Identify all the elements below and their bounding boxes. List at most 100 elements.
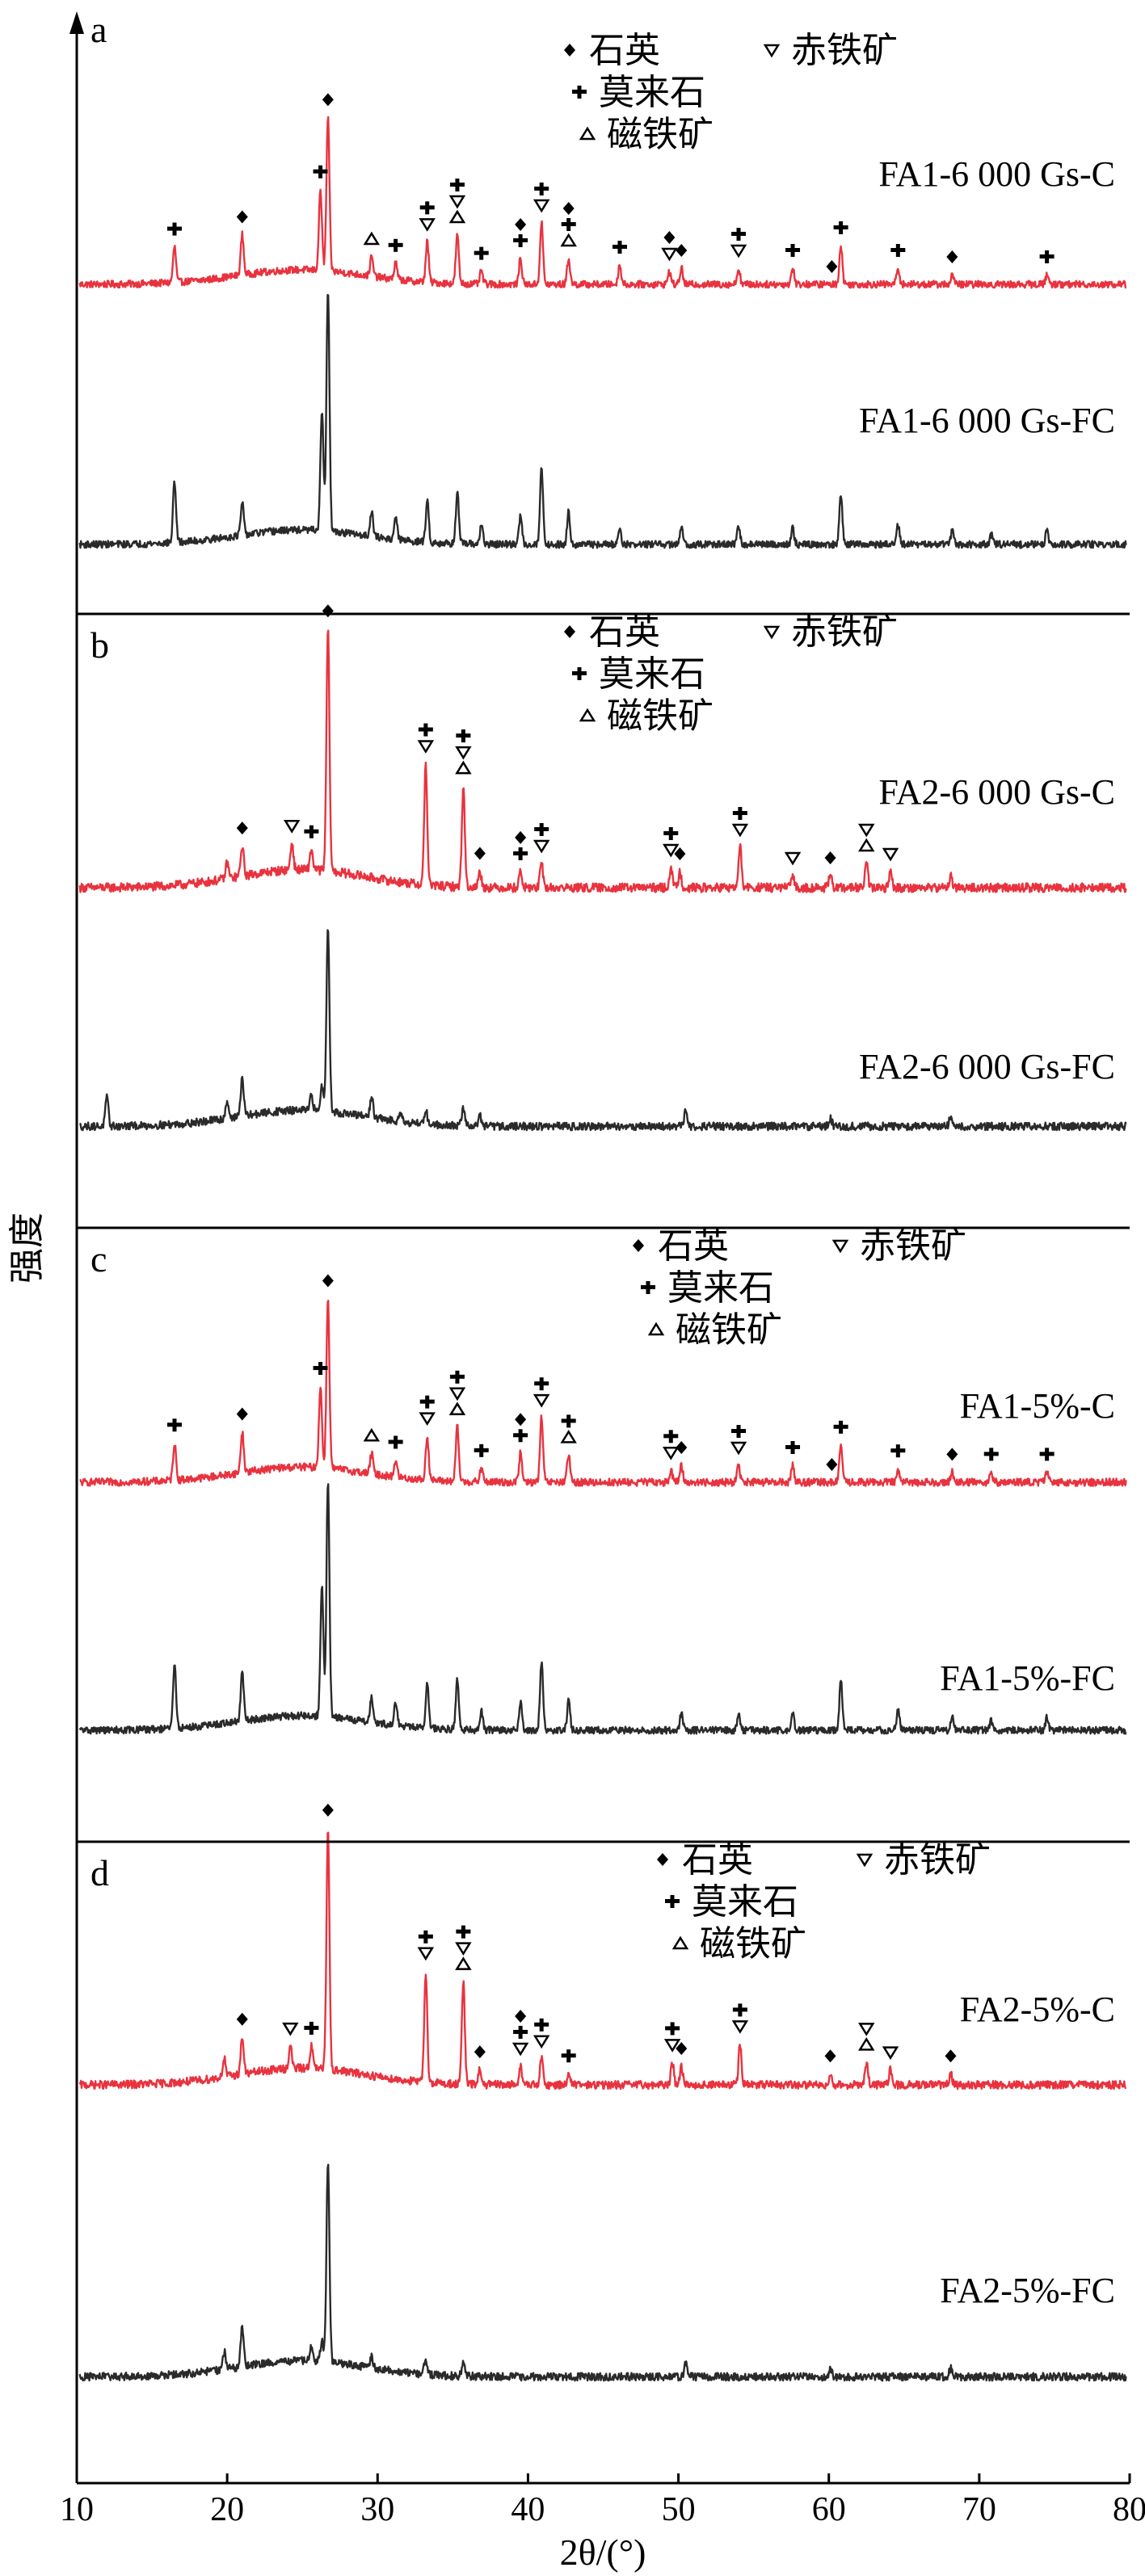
mullite-marker-stem	[738, 2003, 743, 2017]
magnetite-marker	[560, 233, 577, 247]
mullite-marker-stem	[309, 2021, 314, 2035]
legend-label: 磁铁矿	[700, 1924, 806, 1964]
quartz-marker	[674, 847, 686, 860]
hematite-marker	[858, 2023, 875, 2036]
legend-label: 石英	[658, 1226, 729, 1266]
series-label: FA2-5%-FC	[940, 2271, 1115, 2310]
hematite-marker	[882, 2046, 899, 2060]
mullite-marker-stem	[394, 1435, 398, 1449]
magnetite-marker	[579, 708, 596, 722]
legend-label: 石英	[682, 1840, 753, 1880]
mullite-marker-stem	[539, 2018, 544, 2032]
legend-label: 磁铁矿	[607, 115, 714, 154]
hematite-marker	[661, 247, 678, 262]
x-tick-label: 20	[210, 2491, 244, 2528]
mullite-marker-stem	[461, 1925, 465, 1939]
quartz-marker	[633, 1239, 644, 1252]
mullite-marker-stem	[455, 1370, 460, 1384]
mullite-marker-stem	[566, 1414, 571, 1428]
x-tick-label: 80	[1113, 2491, 1145, 2528]
hematite-marker	[282, 2022, 299, 2036]
quartz-marker	[824, 2049, 836, 2063]
legend-label: 莫来石	[599, 654, 705, 694]
x-tick-label: 60	[812, 2491, 846, 2528]
hematite-marker	[882, 847, 899, 862]
magnetite-marker	[858, 2037, 875, 2051]
hematite-marker	[419, 218, 436, 232]
hematite-marker	[448, 195, 466, 209]
x-tick-label: 10	[60, 2491, 94, 2528]
mullite-marker-stem	[425, 201, 430, 215]
quartz-marker	[515, 1413, 527, 1427]
mullite-marker-stem	[670, 2022, 675, 2036]
quartz-marker	[322, 1274, 334, 1288]
quartz-marker	[945, 2049, 957, 2063]
hematite-marker	[533, 839, 550, 854]
mullite-marker-stem	[895, 244, 900, 257]
mullite-marker-stem	[839, 1420, 844, 1434]
hematite-marker	[663, 2039, 681, 2053]
mullite-marker-stem	[172, 222, 177, 236]
xrd-trace-coated	[78, 1831, 1127, 2091]
mullite-marker-stem	[423, 1930, 428, 1944]
mullite-marker-stem	[738, 807, 743, 820]
quartz-marker	[515, 217, 527, 231]
legend-label: 赤铁矿	[791, 31, 898, 70]
hematite-marker	[663, 843, 680, 858]
mullite-marker-stem	[539, 182, 544, 195]
mullite-marker-stem	[518, 2025, 523, 2039]
quartz-marker	[826, 260, 838, 273]
mullite-marker-stem	[539, 1377, 544, 1391]
legend-label: 赤铁矿	[884, 1840, 991, 1880]
quartz-marker	[676, 244, 688, 257]
mullite-marker-stem	[617, 240, 622, 254]
magnetite-marker	[363, 1427, 381, 1442]
quartz-marker	[236, 210, 248, 224]
mullite-marker-stem	[577, 86, 582, 99]
mullite-marker-stem	[989, 1448, 994, 1461]
xrd-trace-uncoated	[79, 929, 1127, 1132]
y-axis-arrow	[69, 11, 84, 34]
quartz-marker	[236, 1407, 248, 1421]
series-label: FA2-6 000 Gs-FC	[859, 1047, 1115, 1086]
legend-label: 莫来石	[692, 1882, 798, 1922]
hematite-marker	[533, 1393, 550, 1408]
mullite-marker-stem	[646, 1281, 650, 1294]
x-axis-label: 2θ/(°)	[560, 2532, 646, 2573]
hematite-marker	[731, 2020, 749, 2034]
mullite-marker-stem	[566, 2049, 571, 2063]
hematite-marker	[455, 1942, 472, 1956]
quartz-marker	[562, 201, 575, 215]
magnetite-marker	[455, 760, 472, 775]
quartz-marker	[826, 1458, 838, 1471]
panel-b: b FA2-6 000 Gs-C FA2-6 000 Gs-FC 石英 赤铁矿莫来石磁铁…	[78, 604, 1127, 1132]
hematite-marker	[455, 746, 472, 760]
quartz-marker	[657, 1853, 668, 1866]
mullite-marker-stem	[425, 1395, 430, 1409]
y-axis-label: 强度	[7, 1212, 47, 1284]
quartz-marker	[663, 231, 676, 244]
mullite-marker-stem	[423, 723, 428, 737]
x-tick-label: 30	[360, 2491, 394, 2528]
mullite-marker-stem	[668, 827, 673, 840]
legend-label: 石英	[589, 612, 660, 652]
x-tick-label: 50	[662, 2491, 696, 2528]
legend-label: 石英	[589, 31, 660, 70]
hematite-marker	[831, 1239, 849, 1254]
xrd-trace-uncoated	[78, 293, 1127, 549]
quartz-marker	[322, 1803, 334, 1817]
mullite-marker-stem	[518, 1429, 523, 1443]
quartz-marker	[564, 625, 575, 638]
hematite-marker	[763, 625, 781, 640]
mullite-marker-stem	[736, 1425, 741, 1438]
hematite-marker	[731, 823, 749, 838]
mullite-marker-stem	[839, 221, 844, 234]
panel-label: a	[91, 9, 107, 50]
magnetite-marker	[448, 1401, 466, 1416]
